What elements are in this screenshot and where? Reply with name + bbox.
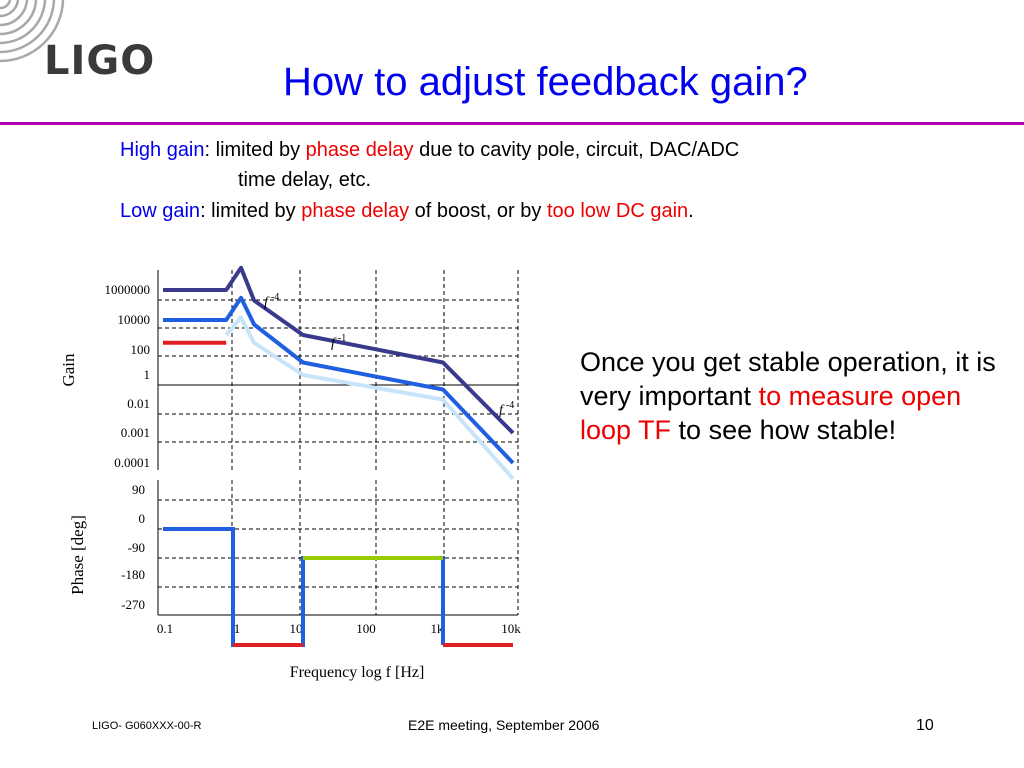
phase-grid (158, 480, 519, 615)
gain-grid (158, 270, 519, 470)
low-gain-mid: : limited by (200, 200, 302, 222)
frequency-tick-label: 1 (234, 621, 241, 636)
frequency-tick-label: 10 (290, 621, 303, 636)
low-gain-emph: phase delay (301, 200, 410, 222)
frequency-axis-label: Frequency log f [Hz] (290, 664, 425, 681)
slide-title: How to adjust feedback gain? (283, 60, 808, 104)
low-gain-term: Low gain (120, 200, 201, 222)
gain-y-tick-label: 1 (144, 367, 151, 382)
phase-series-line-0 (163, 527, 445, 647)
gain-series-line-2 (224, 315, 515, 481)
logo-arcs (0, 0, 65, 63)
bullet-high-gain-cont: time delay, etc. (238, 169, 372, 191)
ligo-logo: LIGO (44, 38, 156, 84)
phase-y-tick-label: 90 (132, 482, 145, 497)
side-note-part2: to see how stable! (671, 415, 897, 445)
bullet-low-gain: Low gain: limited by phase delay of boos… (120, 200, 694, 223)
high-gain-term: High gain (120, 139, 205, 161)
gain-y-tick-label: 0.001 (121, 425, 150, 440)
gain-series-line-0 (163, 265, 515, 435)
slope-2-exp: -1 (338, 333, 346, 344)
gain-y-tick-label: 0.0001 (114, 455, 150, 470)
slope-3-base: f (499, 403, 505, 418)
phase-plot: 90 0 -90 -180 -270 0.1 1 10 100 1k 10k Phase [deg… (68, 480, 521, 681)
phase-y-tick-labels: 90 0 -90 -180 -270 (121, 482, 145, 612)
phase-y-tick-label: -180 (121, 567, 145, 582)
side-note: Once you get stable operation, it is ver… (580, 345, 1010, 447)
side-note-part1: Once you get stable operation, it is ver… (580, 347, 996, 411)
frequency-tick-label: 10k (501, 621, 521, 636)
footer-page-number: 10 (916, 717, 934, 734)
low-gain-rest: of boost, or by (409, 200, 547, 222)
high-gain-rest: due to cavity pole, circuit, DAC/ADC (413, 139, 740, 161)
phase-y-tick-label: -270 (121, 597, 145, 612)
footer-event: E2E meeting, September 2006 (408, 717, 600, 733)
gain-y-tick-labels: 1000000 10000 100 1 0.01 0.001 0.0001 (105, 282, 151, 470)
slope-annotation-1: f -4 (264, 292, 279, 310)
slope-2-base: f (331, 336, 337, 351)
footer-doc-id: LIGO- G060XXX-00-R (92, 720, 202, 732)
gain-y-tick-label: 10000 (118, 312, 151, 327)
gain-y-tick-label: 1000000 (105, 282, 151, 297)
frequency-tick-label: 100 (356, 621, 376, 636)
gain-y-tick-label: 100 (131, 342, 151, 357)
slope-annotation-3: f -4 (499, 400, 514, 418)
frequency-tick-label: 1k (431, 621, 445, 636)
phase-series (163, 527, 513, 647)
low-gain-end: . (688, 200, 694, 222)
gain-y-tick-label: 0.01 (127, 396, 150, 411)
slope-3-exp: -4 (506, 400, 514, 411)
phase-y-tick-label: -90 (128, 540, 145, 555)
frequency-tick-label: 0.1 (157, 621, 173, 636)
slope-1-exp: -4 (271, 292, 279, 303)
slope-annotation-2: f -1 (331, 333, 346, 351)
phase-axis-label: Phase [deg] (68, 515, 87, 595)
side-note-emph: to measure open loop TF (580, 381, 962, 445)
high-gain-emph: phase delay (305, 139, 414, 161)
gain-series (163, 265, 515, 481)
phase-x-tick-labels: 0.1 1 10 100 1k 10k (157, 621, 521, 636)
low-gain-emph2: too low DC gain (546, 200, 689, 222)
gain-series-line-1 (163, 295, 515, 465)
bullet-high-gain: High gain: limited by phase delay due to… (120, 139, 739, 162)
title-divider (0, 122, 1024, 125)
high-gain-mid: : limited by (204, 139, 306, 161)
gain-axis-label: Gain (59, 353, 78, 387)
phase-y-tick-label: 0 (139, 511, 146, 526)
slope-1-base: f (264, 295, 270, 310)
